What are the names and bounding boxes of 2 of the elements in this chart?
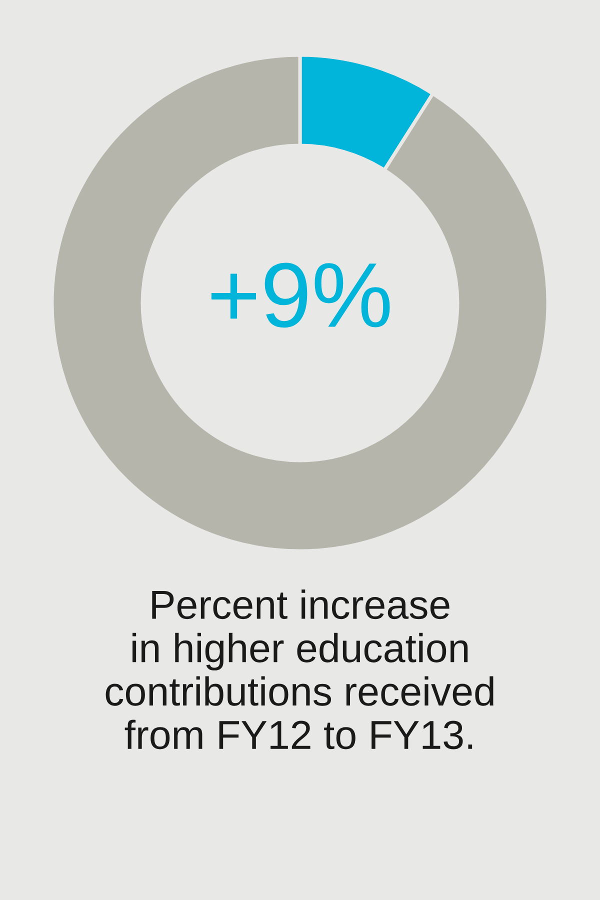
- text: Percent increase in higher education contributions received from FY12 to FY13.: [106, 590, 494, 750]
- text: +9%: [211, 262, 390, 328]
